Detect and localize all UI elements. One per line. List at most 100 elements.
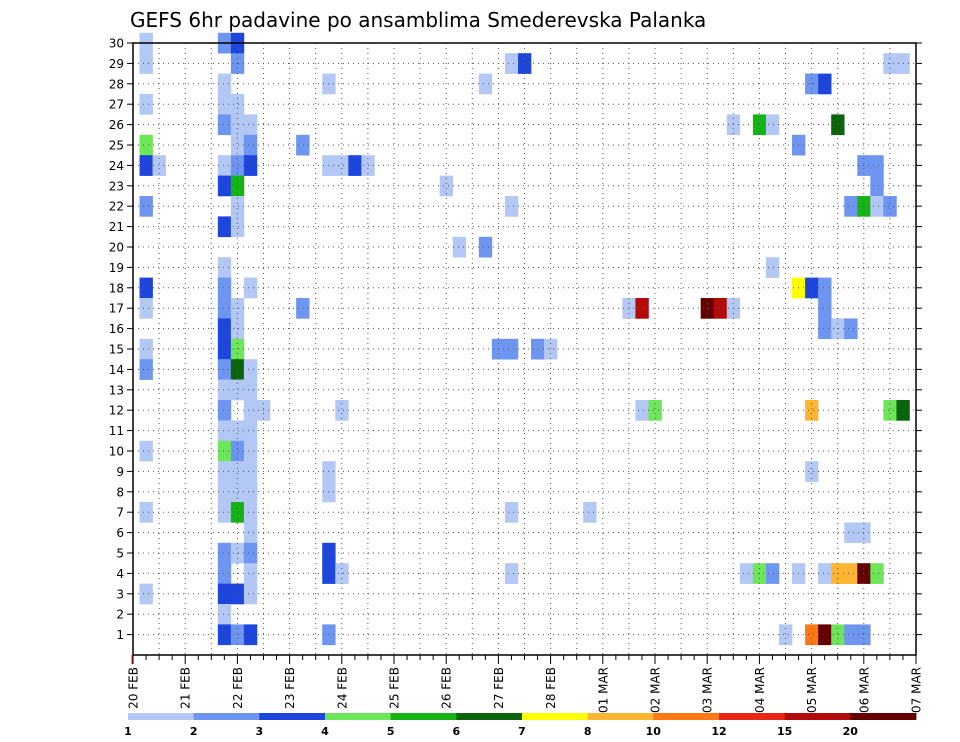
heatmap-cell bbox=[152, 155, 166, 176]
y-tick-label: 10 bbox=[109, 445, 124, 459]
heatmap-cell bbox=[217, 420, 232, 442]
legend-swatch bbox=[128, 713, 195, 720]
y-tick-label: 5 bbox=[116, 547, 124, 561]
heatmap-cell bbox=[243, 155, 258, 176]
heatmap-cell bbox=[243, 134, 258, 156]
heatmap-cell bbox=[739, 563, 754, 584]
y-tick-label: 6 bbox=[116, 526, 124, 540]
y-tick-label: 26 bbox=[109, 118, 124, 132]
y-tick-label: 7 bbox=[116, 506, 124, 520]
heatmap-cell bbox=[831, 624, 845, 646]
x-tick-label: 25 FEB bbox=[388, 667, 402, 709]
heatmap-cell bbox=[805, 277, 819, 299]
legend-swatch bbox=[259, 713, 326, 720]
heatmap-cell bbox=[217, 338, 232, 360]
legend-label: 6 bbox=[452, 725, 460, 738]
heatmap-cell bbox=[230, 502, 245, 523]
heatmap-cell bbox=[844, 624, 858, 646]
heatmap-cell bbox=[713, 298, 728, 319]
x-tick-label: 23 FEB bbox=[283, 667, 297, 709]
heatmap-cell bbox=[230, 481, 245, 503]
y-tick-label: 25 bbox=[109, 139, 124, 153]
heatmap-cell bbox=[217, 216, 232, 238]
legend-swatch bbox=[193, 713, 260, 720]
heatmap-cell bbox=[217, 440, 232, 462]
x-tick-label: 01 MAR bbox=[596, 667, 610, 713]
legend-swatch bbox=[587, 713, 654, 720]
heatmap-cell bbox=[818, 318, 832, 340]
y-tick-label: 28 bbox=[109, 77, 124, 91]
heatmap-cell bbox=[765, 563, 780, 584]
y-axis-ticks: 1234567891011121314151617181920212223242… bbox=[109, 37, 922, 642]
heatmap-cell bbox=[452, 236, 467, 258]
heatmap-cell bbox=[217, 542, 232, 564]
heatmap-cell bbox=[230, 94, 245, 115]
heatmap-cell bbox=[230, 175, 245, 197]
heatmap-cell bbox=[504, 53, 519, 74]
legend-label: 4 bbox=[321, 725, 329, 738]
heatmap-cell bbox=[217, 94, 232, 115]
heatmap-cell bbox=[648, 400, 662, 421]
heatmap-cell bbox=[217, 175, 232, 197]
heatmap-cell bbox=[243, 481, 258, 503]
y-tick-label: 20 bbox=[109, 241, 124, 255]
y-tick-label: 16 bbox=[109, 322, 124, 336]
heatmap-cell bbox=[635, 400, 649, 421]
colorbar-legend: 1 2 3 4 5 6 7 8 10 12 15 20 bbox=[124, 713, 917, 738]
heatmap-cell bbox=[243, 420, 258, 442]
x-tick-label: 06 MAR bbox=[857, 667, 871, 713]
heatmap-cell bbox=[805, 624, 819, 646]
y-tick-label: 11 bbox=[109, 424, 124, 438]
y-tick-label: 19 bbox=[109, 261, 124, 275]
heatmap-cell bbox=[818, 563, 832, 584]
y-tick-label: 24 bbox=[109, 159, 124, 173]
heatmap-cell bbox=[230, 420, 245, 442]
y-tick-label: 8 bbox=[116, 485, 124, 499]
y-tick-label: 21 bbox=[109, 220, 124, 234]
heatmap-cell bbox=[635, 298, 649, 319]
heatmap-cell bbox=[217, 73, 232, 95]
heatmap-cell bbox=[217, 461, 232, 482]
heatmap-cell bbox=[243, 563, 258, 584]
x-tick-label: 05 MAR bbox=[805, 667, 819, 713]
heatmap-cell bbox=[217, 502, 232, 523]
heatmap-cell bbox=[139, 502, 153, 523]
legend-label: 15 bbox=[777, 725, 792, 738]
heatmap-cell bbox=[583, 502, 597, 523]
x-tick-label: 26 FEB bbox=[440, 667, 454, 709]
legend-swatch bbox=[653, 713, 720, 720]
heatmap-cell bbox=[243, 400, 258, 421]
heatmap-cell bbox=[243, 522, 258, 544]
heatmap-cell bbox=[217, 400, 232, 421]
heatmap-cell bbox=[243, 583, 258, 605]
heatmap-cell bbox=[139, 134, 153, 156]
heatmap-cell bbox=[139, 155, 153, 176]
legend-swatch bbox=[850, 713, 917, 720]
y-tick-label: 22 bbox=[109, 200, 124, 214]
heatmap-cell bbox=[335, 155, 349, 176]
heatmap-cell bbox=[243, 440, 258, 462]
x-tick-label: 03 MAR bbox=[701, 667, 715, 713]
x-tick-label: 22 FEB bbox=[231, 667, 245, 709]
heatmap-cell bbox=[504, 502, 519, 523]
heatmap-cell bbox=[230, 359, 245, 380]
heatmap-cell bbox=[217, 318, 232, 340]
heatmap-cell bbox=[844, 563, 858, 584]
heatmap-cell bbox=[243, 359, 258, 380]
x-tick-label: 07 MAR bbox=[910, 667, 924, 713]
heatmap-cell bbox=[243, 114, 258, 136]
heatmap-cell bbox=[217, 359, 232, 380]
heatmap-cell bbox=[243, 461, 258, 482]
heatmap-cell bbox=[230, 440, 245, 462]
heatmap-cell bbox=[243, 379, 258, 401]
heatmap-cell bbox=[139, 359, 153, 380]
heatmap-cell bbox=[217, 114, 232, 136]
y-tick-label: 14 bbox=[109, 363, 124, 377]
heatmap-cell bbox=[870, 196, 884, 217]
x-tick-label: 20 FEB bbox=[127, 667, 141, 709]
legend-label: 10 bbox=[646, 725, 662, 738]
legend-label: 3 bbox=[255, 725, 263, 738]
legend-label: 5 bbox=[387, 725, 395, 738]
legend-label: 2 bbox=[190, 725, 198, 738]
heatmap-cell bbox=[818, 624, 832, 646]
